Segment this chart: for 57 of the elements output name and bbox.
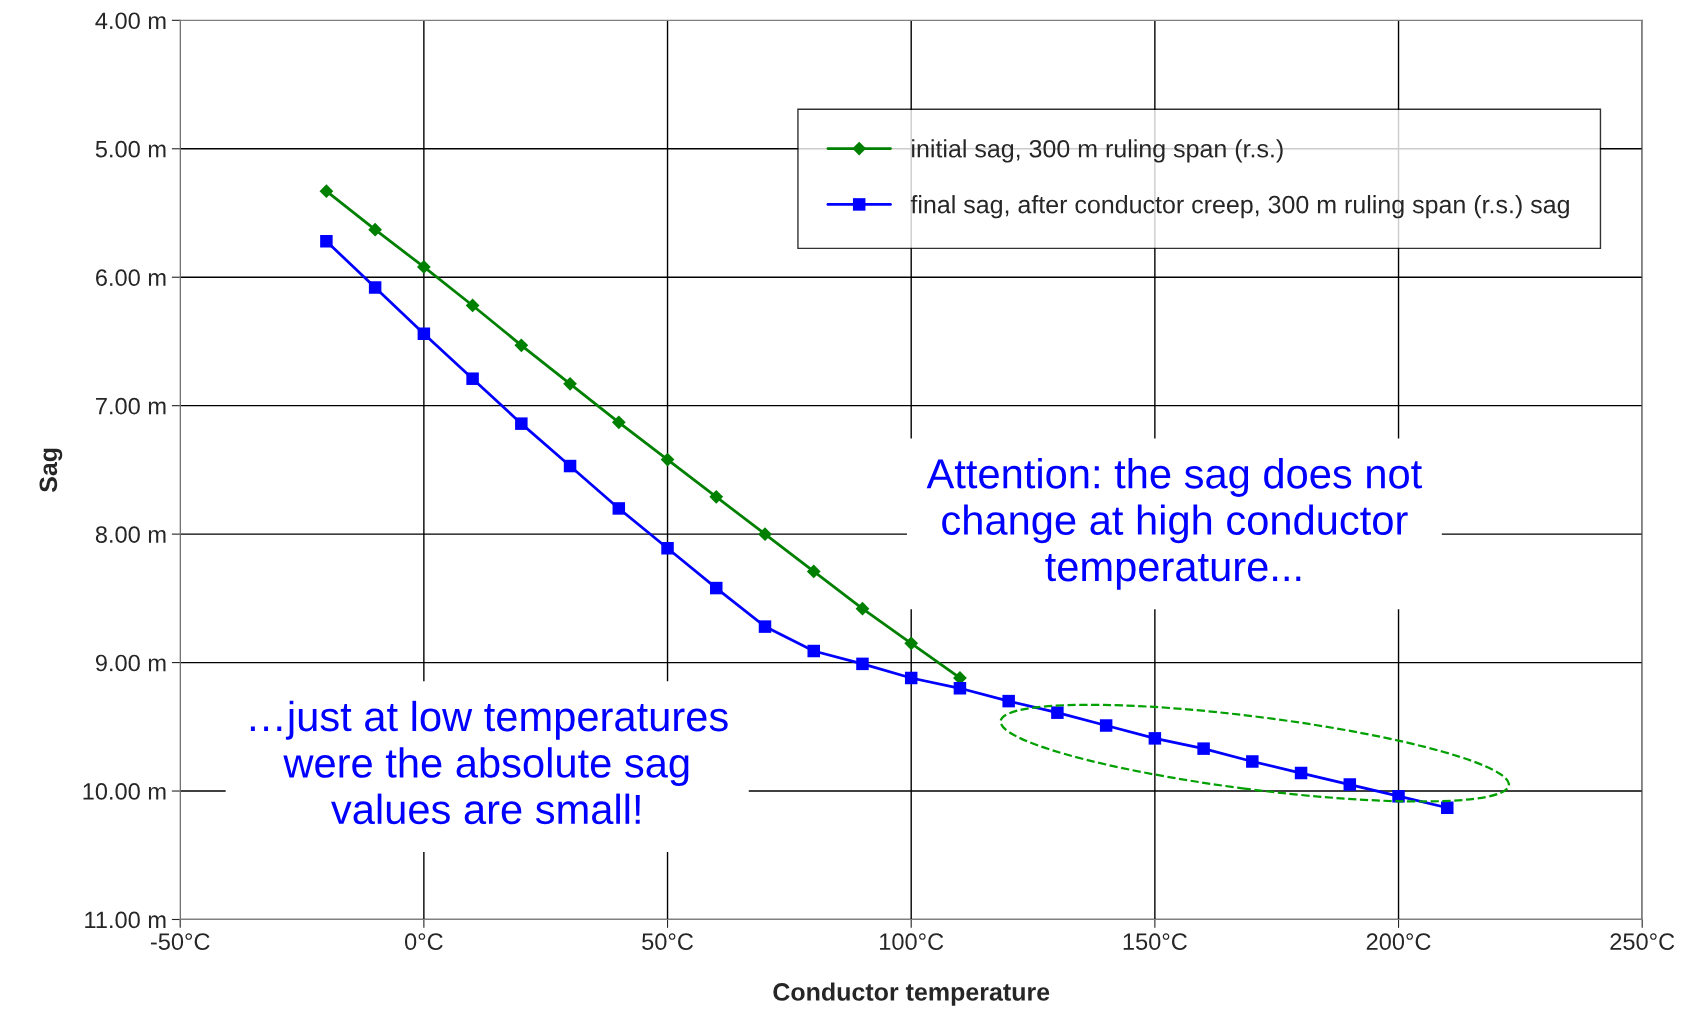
point: [319, 184, 334, 199]
point: [563, 459, 577, 473]
point: [855, 601, 870, 616]
x-tick-label: 150°C: [1123, 933, 1187, 951]
point: [807, 644, 820, 658]
point: [416, 260, 431, 274]
point: [758, 620, 772, 633]
point: [1246, 755, 1259, 768]
y-tick-label: 11.00 m: [85, 911, 166, 929]
point: [1441, 801, 1454, 814]
point: [1197, 742, 1210, 755]
point: [904, 671, 918, 685]
point: [661, 542, 674, 555]
y-tick-label: 8.00 m: [95, 526, 166, 543]
point: [465, 298, 480, 313]
x-tick-label: 50°C: [642, 933, 694, 951]
point: [320, 235, 333, 248]
point: [563, 376, 577, 391]
point: [515, 417, 528, 430]
point: [806, 564, 821, 579]
point: [466, 372, 479, 385]
y-tick-label: 7.00 m: [96, 397, 166, 415]
legend-label: final sag, after conductor creep, 300 m ruling span (r.s.) sag: [910, 195, 1569, 219]
x-tick-label: -50°C: [150, 933, 210, 951]
point: [368, 222, 383, 237]
y-tick-label: 4.00 m: [95, 12, 166, 30]
point: [1099, 719, 1113, 732]
point: [758, 527, 772, 541]
y-tick-label: 5.00 m: [95, 140, 166, 158]
point: [612, 502, 626, 515]
point: [709, 490, 724, 504]
point: [1051, 706, 1064, 719]
point: [953, 682, 967, 695]
point: [368, 281, 382, 294]
x-tick-label: 200°C: [1366, 933, 1431, 951]
point: [514, 338, 529, 353]
point: [1343, 778, 1357, 791]
point: [710, 581, 723, 595]
point: [1002, 694, 1015, 708]
annotation: …just at low temperatures were the absolute sag values are small!: [250, 700, 728, 825]
x-tick-label: 0°C: [404, 933, 443, 951]
point: [1148, 732, 1162, 745]
point: [904, 636, 919, 651]
y-axis-title: Sag: [39, 448, 63, 493]
point: [856, 657, 869, 671]
y-tick-label: 9.00 m: [95, 654, 166, 672]
x-axis-title: Conductor temperature: [773, 982, 1050, 1006]
y-tick-label: 10.00 m: [83, 783, 166, 800]
annotation: Attention: the sag does not change at high conductor temperature...: [926, 458, 1422, 590]
x-tick-label: 100°C: [880, 933, 944, 951]
point: [660, 452, 675, 467]
point: [1294, 766, 1308, 780]
point: [611, 415, 626, 430]
legend-label: initial sag, 300 m ruling span (r.s.): [912, 139, 1283, 163]
y-tick-label: 6.00 m: [96, 269, 166, 287]
point: [417, 327, 431, 340]
x-tick-label: 250°C: [1610, 933, 1675, 951]
